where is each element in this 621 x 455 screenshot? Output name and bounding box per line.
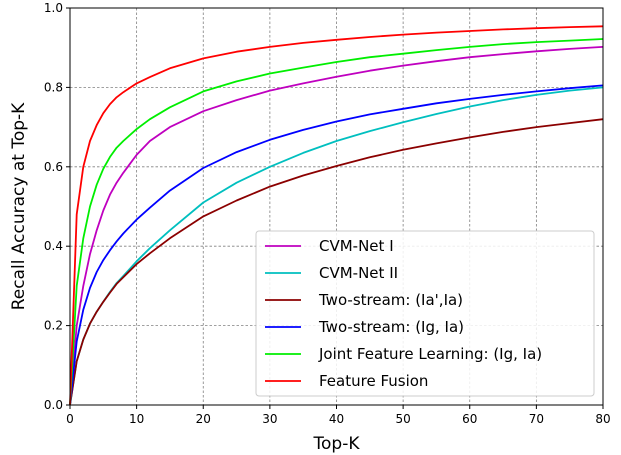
legend-entry-label: Two-stream: (Ia',Ia) (318, 291, 463, 309)
legend-entry-label: Joint Feature Learning: (Ig, Ia) (318, 345, 542, 363)
legend: CVM-Net I CVM-Net II Two-stream: (Ia',Ia) T… (255, 230, 595, 397)
legend-entry-label: CVM-Net II (319, 264, 398, 282)
series-line-2 (69, 118, 604, 406)
y-tick-label: 0.8 (44, 80, 63, 94)
x-tick-label: 30 (262, 412, 277, 426)
y-tick-label: 1.0 (44, 1, 63, 15)
legend-entry-label: Feature Fusion (319, 372, 428, 390)
y-tick-label: 0.2 (44, 319, 63, 333)
series-lines (69, 25, 604, 406)
x-tick-label: 80 (595, 412, 610, 426)
x-tick-label: 50 (395, 412, 410, 426)
y-tick-label: 0.0 (44, 398, 63, 412)
axis-ticks: 0 10 20 30 40 50 60 70 80 0.0 0.2 0.4 0.6 0.8 1.0 (44, 1, 611, 426)
y-tick-label: 0.6 (44, 160, 63, 174)
x-tick-label: 70 (529, 412, 544, 426)
series-line-3 (69, 84, 604, 406)
series-line-0 (69, 46, 604, 406)
series-line-4 (69, 38, 604, 406)
x-tick-label: 20 (196, 412, 211, 426)
x-tick-label: 10 (129, 412, 144, 426)
x-tick-label: 60 (462, 412, 477, 426)
x-tick-label: 40 (329, 412, 344, 426)
x-axis-label: Top-K (313, 434, 361, 454)
legend-entry-label: CVM-Net I (319, 237, 394, 255)
x-tick-label: 0 (66, 412, 74, 426)
series-line-5 (69, 25, 604, 406)
y-tick-label: 0.4 (44, 239, 63, 253)
legend-box (255, 230, 595, 397)
y-axis-label: Recall Accuracy at Top-K (9, 102, 29, 310)
legend-entry-label: Two-stream: (Ig, Ia) (318, 318, 464, 336)
